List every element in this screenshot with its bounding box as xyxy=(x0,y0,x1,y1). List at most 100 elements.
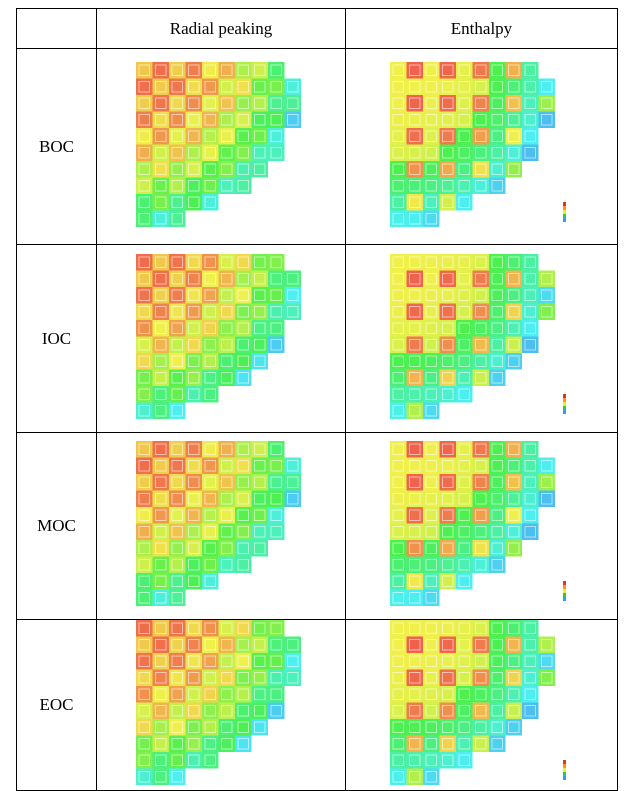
assembly xyxy=(488,540,505,557)
assembly-inner xyxy=(204,705,216,717)
assembly xyxy=(455,441,472,458)
assembly xyxy=(521,490,538,507)
assembly xyxy=(505,144,522,161)
assembly-inner xyxy=(270,493,282,505)
assembly-inner xyxy=(155,460,167,472)
assembly xyxy=(472,735,489,752)
image-cell xyxy=(345,619,618,791)
assembly-inner xyxy=(270,476,282,488)
assembly xyxy=(472,61,489,78)
assembly-inner xyxy=(458,163,470,175)
assembly xyxy=(136,94,153,111)
assembly-inner xyxy=(155,64,167,76)
assembly-inner xyxy=(138,639,150,651)
assembly-inner xyxy=(155,355,167,367)
assembly-inner xyxy=(171,80,183,92)
assembly xyxy=(439,127,456,144)
assembly xyxy=(488,177,505,194)
assembly-inner xyxy=(392,130,404,142)
assembly xyxy=(152,441,169,458)
assembly-inner xyxy=(270,256,282,268)
assembly xyxy=(169,402,186,419)
assembly-inner xyxy=(171,559,183,571)
assembly xyxy=(218,735,235,752)
assembly xyxy=(488,253,505,270)
assembly xyxy=(169,253,186,270)
assembly xyxy=(251,653,268,670)
assembly-inner xyxy=(155,493,167,505)
assembly-inner xyxy=(138,113,150,125)
assembly-inner xyxy=(425,575,437,587)
assembly xyxy=(136,653,153,670)
assembly-inner xyxy=(524,97,536,109)
assembly-inner xyxy=(287,97,299,109)
assembly-inner xyxy=(474,64,486,76)
assembly xyxy=(422,768,439,785)
assembly-inner xyxy=(221,289,233,301)
assembly xyxy=(488,144,505,161)
assembly-inner xyxy=(138,163,150,175)
assembly-inner xyxy=(524,526,536,538)
assembly-inner xyxy=(392,113,404,125)
assembly-inner xyxy=(458,338,470,350)
assembly-inner xyxy=(458,509,470,521)
assembly-inner xyxy=(441,196,453,208)
assembly-inner xyxy=(491,542,503,554)
assembly-inner xyxy=(171,575,183,587)
assembly-inner xyxy=(458,80,470,92)
assembly xyxy=(455,111,472,128)
assembly-inner xyxy=(188,130,200,142)
assembly-inner xyxy=(491,113,503,125)
assembly-inner xyxy=(188,305,200,317)
assembly-inner xyxy=(507,163,519,175)
assembly xyxy=(439,474,456,491)
assembly xyxy=(389,556,406,573)
assembly xyxy=(389,253,406,270)
assembly xyxy=(235,160,252,177)
assembly-inner xyxy=(408,655,420,667)
assembly xyxy=(284,270,301,287)
assembly-inner xyxy=(188,97,200,109)
assembly-inner xyxy=(155,212,167,224)
assembly xyxy=(472,556,489,573)
assembly xyxy=(152,319,169,336)
assembly-inner xyxy=(408,542,420,554)
assembly-inner xyxy=(138,146,150,158)
assembly-inner xyxy=(458,322,470,334)
assembly-inner xyxy=(138,705,150,717)
assembly-inner xyxy=(458,443,470,455)
assembly xyxy=(472,144,489,161)
assembly xyxy=(422,177,439,194)
assembly xyxy=(251,319,268,336)
assembly-inner xyxy=(254,64,266,76)
assembly xyxy=(169,735,186,752)
assembly xyxy=(185,686,202,703)
assembly xyxy=(169,653,186,670)
assembly xyxy=(488,457,505,474)
assembly xyxy=(406,669,423,686)
assembly-inner xyxy=(138,443,150,455)
assembly xyxy=(521,127,538,144)
assembly-inner xyxy=(474,476,486,488)
assembly-inner xyxy=(171,622,183,634)
assembly-inner xyxy=(425,404,437,416)
assembly-inner xyxy=(474,355,486,367)
assembly-inner xyxy=(287,80,299,92)
assembly xyxy=(422,702,439,719)
assembly-inner xyxy=(155,289,167,301)
assembly xyxy=(251,702,268,719)
assembly-inner xyxy=(491,64,503,76)
assembly-inner xyxy=(237,705,249,717)
assembly xyxy=(439,636,456,653)
assembly xyxy=(439,78,456,95)
assembly-inner xyxy=(204,355,216,367)
assembly xyxy=(472,523,489,540)
assembly xyxy=(406,336,423,353)
assembly-inner xyxy=(188,80,200,92)
assembly xyxy=(218,352,235,369)
assembly xyxy=(284,669,301,686)
assembly-inner xyxy=(188,639,200,651)
assembly-inner xyxy=(204,322,216,334)
assembly-inner xyxy=(204,146,216,158)
assembly-inner xyxy=(408,559,420,571)
